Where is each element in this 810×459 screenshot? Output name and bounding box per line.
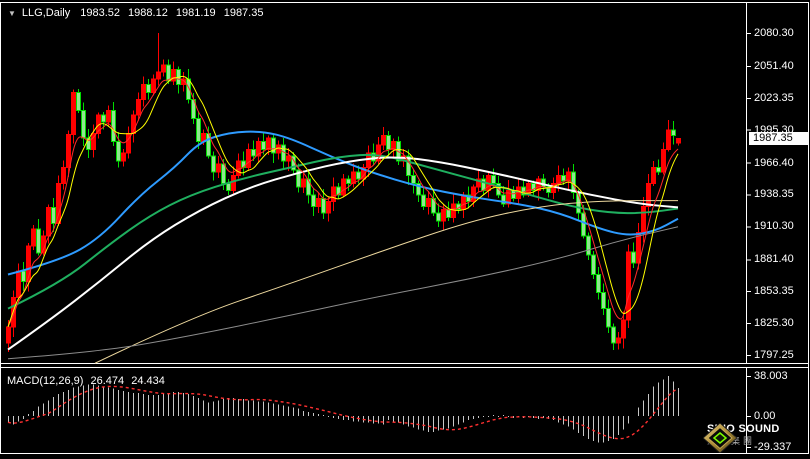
sinosound-diamond-icon <box>703 423 737 453</box>
price-axis-label: 1966.40 <box>754 156 794 169</box>
close-value: 1987.35 <box>223 7 264 19</box>
macd-axis-label: -29.337 <box>754 440 792 453</box>
price-axis-label: 1910.30 <box>754 220 794 233</box>
price-axis-label: 2023.35 <box>754 91 794 104</box>
macd-axis-label: 38.003 <box>754 370 788 383</box>
ohlc-values: 1983.52 1988.12 1981.19 1987.35 <box>80 7 268 19</box>
low-value: 1981.19 <box>175 7 216 19</box>
price-axis-label: 2080.30 <box>754 27 794 39</box>
indicator-signal-value: 24.434 <box>131 375 165 387</box>
indicator-label: MACD(12,26,9) 26.474 24.434 <box>7 375 169 387</box>
indicator-name: MACD(12,26,9) <box>7 375 84 387</box>
price-axis-label: 1797.25 <box>754 349 794 361</box>
indicator-macd-value: 26.474 <box>90 375 125 387</box>
chart-header: ▼ LLG,Daily 1983.52 1988.12 1981.19 1987… <box>8 7 268 19</box>
symbol-title: LLG,Daily <box>21 7 71 19</box>
current-price-tag: 1987.35 <box>749 132 808 146</box>
main-chart-panel[interactable] <box>1 3 745 363</box>
macd-axis-label: 0.00 <box>754 410 776 422</box>
open-value: 1983.52 <box>80 7 120 19</box>
price-axis-label: 1881.40 <box>754 253 794 266</box>
price-axis-label: 1853.35 <box>754 285 794 298</box>
high-value: 1988.12 <box>128 7 168 19</box>
price-axis-label: 1825.30 <box>754 317 794 330</box>
symbol-dropdown-icon[interactable]: ▼ <box>8 8 16 18</box>
price-axis-label: 2051.40 <box>754 59 794 72</box>
sinosound-logo: SINO SOUND 漢聲集團 <box>703 423 780 453</box>
price-axis-label: 1938.35 <box>754 188 794 201</box>
